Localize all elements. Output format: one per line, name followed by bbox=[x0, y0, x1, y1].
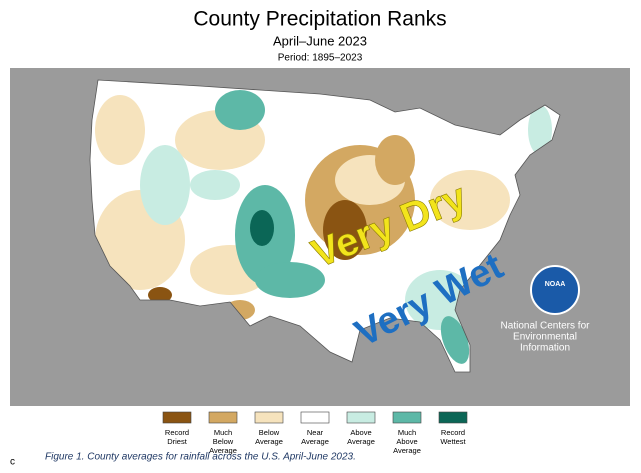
legend-swatch bbox=[300, 411, 330, 424]
legend-label: Above bbox=[396, 437, 417, 446]
period: Period: 1895–2023 bbox=[278, 53, 363, 64]
legend: RecordDriestMuchBelowAverageBelowAverage… bbox=[162, 411, 468, 455]
county-region bbox=[250, 210, 274, 246]
legend-swatch bbox=[254, 411, 284, 424]
caption: Figure 1. County averages for rainfall a… bbox=[45, 452, 356, 463]
figure-mark: c bbox=[10, 457, 15, 468]
legend-label: Average bbox=[301, 437, 329, 446]
legend-swatch bbox=[438, 411, 468, 424]
legend-label: Average bbox=[347, 437, 375, 446]
logo-caption: National Centers for bbox=[501, 321, 591, 332]
legend-label: Record bbox=[441, 428, 465, 437]
legend-label: Wettest bbox=[440, 437, 466, 446]
legend-label: Near bbox=[307, 428, 324, 437]
logo-caption: Information bbox=[520, 343, 570, 354]
county-region bbox=[375, 135, 415, 185]
legend-label: Record bbox=[165, 428, 189, 437]
county-region bbox=[430, 170, 510, 230]
legend-swatch bbox=[208, 411, 238, 424]
county-region bbox=[215, 90, 265, 130]
county-region bbox=[95, 95, 145, 165]
legend-swatch bbox=[162, 411, 192, 424]
legend-label: Much bbox=[214, 428, 232, 437]
us-outline bbox=[89, 79, 561, 373]
legend-label: Average bbox=[209, 446, 237, 455]
title: County Precipitation Ranks bbox=[193, 8, 446, 31]
legend-swatch bbox=[346, 411, 376, 424]
legend-label: Average bbox=[393, 446, 421, 455]
logo-caption: Environmental bbox=[513, 332, 577, 343]
legend-label: Much bbox=[398, 428, 416, 437]
logo-circle bbox=[530, 265, 580, 315]
county-region bbox=[255, 262, 325, 298]
legend-label: Average bbox=[255, 437, 283, 446]
legend-label: Driest bbox=[167, 437, 188, 446]
legend-swatch bbox=[392, 411, 422, 424]
subtitle: April–June 2023 bbox=[273, 33, 367, 48]
county-region bbox=[323, 200, 367, 260]
county-region bbox=[528, 105, 552, 155]
county-region bbox=[148, 287, 172, 303]
county-region bbox=[140, 145, 190, 225]
legend-label: Below bbox=[259, 428, 280, 437]
legend-label: Below bbox=[213, 437, 234, 446]
legend-label: Above bbox=[350, 428, 371, 437]
county-region bbox=[440, 316, 470, 364]
county-region bbox=[190, 170, 240, 200]
logo-text: NOAA bbox=[545, 281, 566, 288]
